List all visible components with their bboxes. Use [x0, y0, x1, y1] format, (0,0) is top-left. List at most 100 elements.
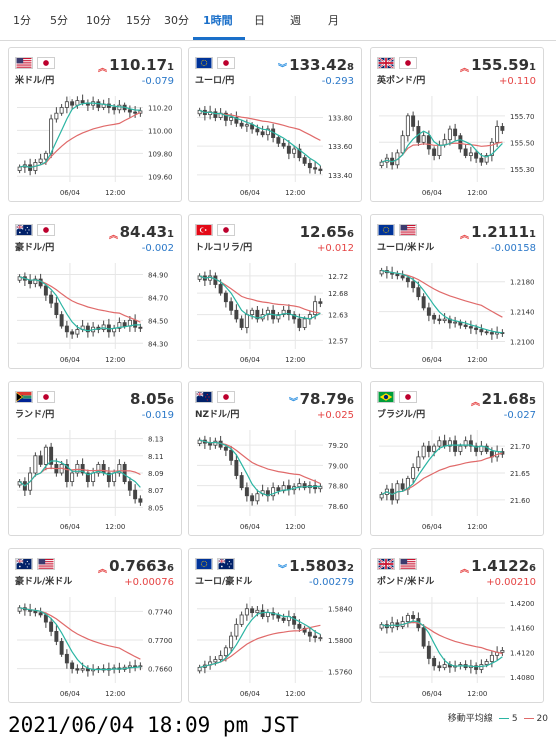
y-tick-label: 155.70: [510, 113, 535, 121]
candle-body: [265, 309, 270, 315]
candle-body: [292, 314, 297, 320]
price-main: 133.42: [289, 56, 348, 74]
candle-body: [400, 275, 405, 279]
ma5-line: [381, 620, 503, 668]
currency-card[interactable]: ポンド/米ドル 1.41226 ︽ +0.00210 1.4200 1.4160 1.412…: [370, 548, 544, 703]
tab-week[interactable]: 週: [290, 14, 301, 27]
currency-card[interactable]: 豪ドル/円 84.431 ︽ -0.002 84.90 84.70 84.50 84.30 06…: [8, 214, 182, 369]
currency-card[interactable]: 豪ドル/米ドル 0.76636 ︽ +0.00076 0.7740 0.7700 0.766…: [8, 548, 182, 703]
x-tick-label: 06/04: [60, 523, 81, 531]
y-tick-label: 8.11: [148, 453, 164, 461]
eu-flag-icon: [377, 224, 395, 236]
candle-body: [379, 161, 384, 166]
price-main: 78.79: [299, 390, 348, 408]
currency-card[interactable]: NZドル/円 78.796 ︾ +0.025 79.20 79.00 78.80 78.60 0…: [188, 381, 362, 536]
tab-10min[interactable]: 10分: [86, 14, 111, 27]
candle-body: [281, 617, 286, 621]
candle-body: [229, 635, 234, 649]
ma5-line: [381, 444, 503, 496]
candle-body: [80, 100, 85, 104]
candle-body: [234, 459, 239, 476]
candlestick-chart: 79.20 79.00 78.80 78.60 06/04 12:00: [197, 430, 348, 531]
candle-body: [432, 445, 437, 452]
candle-body: [474, 327, 479, 330]
tab-month[interactable]: 月: [328, 14, 339, 27]
candle-body: [302, 318, 307, 328]
candle-body: [218, 284, 223, 294]
candle-body: [468, 440, 473, 447]
price-last-digit: 1: [529, 62, 536, 73]
candle-body: [286, 309, 291, 315]
currency-card[interactable]: ランド/円 8.056 -0.019 8.13 8.11 8.09 8.07 8.05 06/0…: [8, 381, 182, 536]
legend-ma20: 20: [536, 714, 548, 724]
price-last-digit: 6: [347, 229, 354, 240]
price-main: 155.59: [471, 56, 530, 74]
ma5-line: [381, 269, 503, 334]
jp-flag-icon: [37, 224, 55, 236]
x-tick-label: 12:00: [467, 356, 487, 364]
candle-body: [229, 301, 234, 311]
candle-body: [244, 487, 249, 497]
currency-card[interactable]: ユーロ/円 133.428 ︾ -0.293 133.80 133.60 133.40 06/…: [188, 47, 362, 202]
currency-card[interactable]: 英ポンド/円 155.591 ︽ +0.110 155.70 155.50 155.30 06…: [370, 47, 544, 202]
currency-card[interactable]: ブラジル/円 21.685 ︽ -0.027 21.70 21.65 21.60 06/04 1…: [370, 381, 544, 536]
candle-body: [447, 440, 452, 447]
candle-body: [489, 332, 494, 335]
price-change: +0.00076: [124, 577, 174, 588]
gb-flag-icon: [377, 57, 395, 69]
candle-body: [307, 162, 312, 169]
x-tick-label: 06/04: [240, 189, 261, 197]
candle-body: [239, 475, 244, 489]
currency-card[interactable]: 米ドル/円 110.171 ︽ -0.079 110.20 110.00 109.80 109…: [8, 47, 182, 202]
candlestick-chart: 1.5840 1.5800 1.5760 06/04 12:00: [197, 597, 353, 698]
candle-body: [229, 117, 234, 121]
pair-name: ユーロ/円: [195, 76, 235, 86]
candle-body: [500, 126, 505, 131]
double-chevron-up-icon: ︽: [460, 565, 469, 575]
candle-body: [463, 440, 468, 447]
tab-day[interactable]: 日: [254, 14, 265, 27]
candle-body: [223, 292, 228, 303]
y-tick-label: 84.90: [148, 271, 168, 279]
tab-1min[interactable]: 1分: [13, 14, 31, 27]
candle-body: [33, 610, 38, 614]
pair-name: ユーロ/米ドル: [377, 243, 435, 253]
candle-body: [91, 472, 96, 482]
candle-body: [85, 472, 90, 482]
price: 110.171: [109, 56, 174, 74]
price-main: 8.05: [130, 390, 168, 408]
candle-body: [484, 331, 489, 334]
candle-body: [468, 152, 473, 156]
currency-card[interactable]: ユーロ/豪ドル 1.58032 ︾ -0.00279 1.5840 1.5800 1.576…: [188, 548, 362, 703]
candle-body: [96, 101, 101, 108]
candle-body: [411, 467, 416, 479]
tab-30min[interactable]: 30分: [164, 14, 189, 27]
candle-body: [447, 128, 452, 141]
moving-average-legend: 移動平均線 5 20: [448, 711, 548, 724]
candlestick-chart: 84.90 84.70 84.50 84.30 06/04 12:00: [17, 263, 168, 364]
x-tick-label: 12:00: [285, 189, 305, 197]
candle-body: [297, 623, 302, 629]
currency-card[interactable]: トルコリラ/円 12.656 +0.012 12.72 12.68 12.63 12.57 0…: [188, 214, 362, 369]
price-change: -0.293: [321, 76, 354, 87]
candle-body: [101, 464, 106, 474]
currency-card[interactable]: ユーロ/米ドル 1.21111 ︽ -0.00158 1.2180 1.2140 1.210…: [370, 214, 544, 369]
pair-name: トルコリラ/円: [195, 243, 253, 253]
y-tick-label: 12.72: [328, 273, 348, 281]
y-tick-label: 84.30: [148, 340, 168, 348]
candle-body: [239, 318, 244, 328]
tab-1hour[interactable]: 1時間: [203, 14, 233, 27]
y-tick-label: 1.5760: [328, 668, 353, 676]
price-change: -0.019: [141, 410, 174, 421]
y-tick-label: 133.60: [328, 143, 353, 151]
tab-5min[interactable]: 5分: [50, 14, 68, 27]
candle-body: [411, 281, 416, 289]
tab-15min[interactable]: 15分: [126, 14, 151, 27]
candle-body: [59, 314, 64, 327]
candle-body: [479, 157, 484, 163]
price-last-digit: 8: [347, 62, 354, 73]
candle-body: [117, 464, 122, 474]
pair-name: ポンド/米ドル: [377, 577, 435, 587]
candle-body: [234, 309, 239, 320]
candle-body: [64, 653, 69, 664]
